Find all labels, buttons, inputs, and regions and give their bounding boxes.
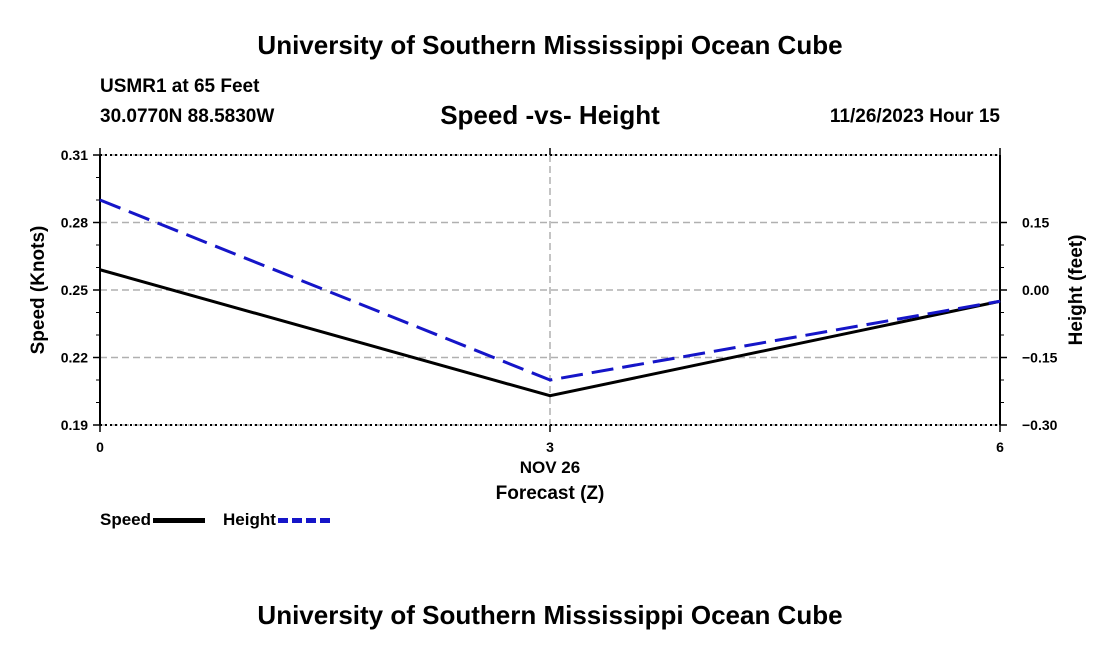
legend-speed-label: Speed <box>100 510 152 529</box>
series-layer <box>99 198 1001 398</box>
data-point-height <box>99 199 101 201</box>
forecast-datetime: 11/26/2023 Hour 15 <box>829 106 1000 127</box>
legend-item-speed: Speed <box>100 510 206 530</box>
data-point-speed <box>549 395 551 397</box>
grid-layer <box>100 154 1000 426</box>
x-axis-date: NOV 26 <box>519 458 581 477</box>
chart-subtitle: Speed -vs- Height <box>440 100 660 130</box>
y2-tick-label: −0.30 <box>1022 417 1058 433</box>
x-tick-label: 0 <box>96 439 104 455</box>
station-coordinates: 30.0770N 88.5830W <box>100 106 275 127</box>
y-tick-label: 0.31 <box>61 147 88 163</box>
legend-height-swatch <box>277 517 330 523</box>
station-label: USMR1 at 65 Feet <box>100 76 260 97</box>
axis-layer <box>93 148 1007 432</box>
y-axis-label: Speed (Knots) <box>28 226 49 355</box>
y-tick-label: 0.19 <box>61 417 88 433</box>
data-point-speed <box>99 269 101 271</box>
footer-title: University of Southern Mississippi Ocean… <box>257 600 843 630</box>
chart-title: University of Southern Mississippi Ocean… <box>257 30 843 60</box>
y-tick-label: 0.28 <box>61 215 88 231</box>
y2-tick-label: 0.15 <box>1022 215 1049 231</box>
x-tick-label: 6 <box>996 439 1004 455</box>
y2-tick-label: 0.00 <box>1022 282 1049 298</box>
data-point-height <box>549 379 551 381</box>
data-point-height <box>999 300 1001 302</box>
legend-height-label: Height <box>223 510 276 529</box>
y-tick-label: 0.22 <box>61 350 88 366</box>
legend-speed-swatch <box>153 517 206 523</box>
y-tick-label: 0.25 <box>61 282 88 298</box>
x-axis-label: Forecast (Z) <box>495 483 605 504</box>
legend: Speed Height <box>100 510 348 530</box>
y2-axis-label: Height (feet) <box>1066 235 1087 346</box>
legend-item-height: Height <box>223 510 330 530</box>
y2-tick-label: −0.15 <box>1022 350 1058 366</box>
x-tick-label: 3 <box>546 439 554 455</box>
label-layer: 0.31 0.28 0.25 0.22 0.19 0 3 6 0.15 0.00 −0.15 −0.3… <box>28 147 1087 455</box>
